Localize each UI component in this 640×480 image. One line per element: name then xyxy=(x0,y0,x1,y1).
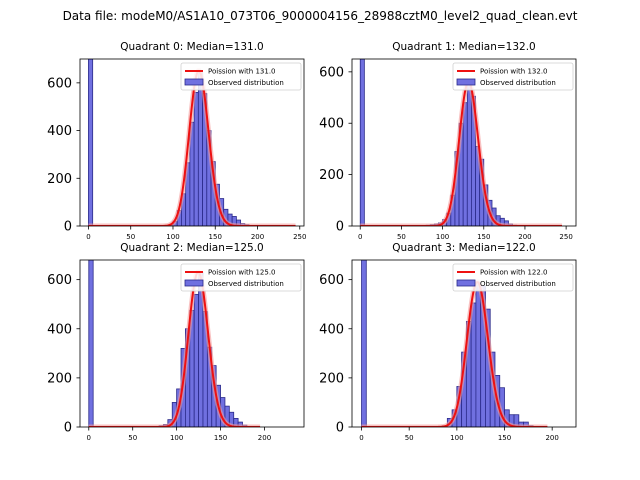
x-tick-label: 0 xyxy=(359,434,363,442)
x-tick-label: 50 xyxy=(128,434,137,442)
y-tick-label: 200 xyxy=(47,172,72,187)
histogram-bar xyxy=(475,281,482,427)
legend: Poission with 131.0 Observed distribution xyxy=(180,62,302,91)
x-tick-label: 0 xyxy=(87,434,91,442)
legend-bars-label: Observed distribution xyxy=(480,280,556,288)
panel-quadrant-0: 0 50 100 150 200 250 0 200 400 600 Quadrant 0: Med… xyxy=(47,41,306,241)
y-tick-label: 0 xyxy=(336,421,344,436)
x-tick-label: 150 xyxy=(209,233,222,241)
histogram-bar xyxy=(88,260,94,427)
legend-curve-label: Poission with 131.0 xyxy=(208,68,276,76)
legend-bars-swatch xyxy=(456,78,476,86)
y-tick-label: 400 xyxy=(47,124,72,139)
subplot-title: Quadrant 2: Median=125.0 xyxy=(120,242,263,254)
figure-title: Data file: modeM0/AS1A10_073T06_90000041… xyxy=(62,9,578,23)
y-tick-label: 600 xyxy=(47,273,72,288)
histogram-bar xyxy=(359,59,365,226)
panel-quadrant-2: 0 50 100 150 200 0 200 400 600 Quadrant 2: Median… xyxy=(47,242,305,442)
x-tick-label: 200 xyxy=(251,233,264,241)
legend-bars-label: Observed distribution xyxy=(480,79,556,87)
poisson-curve xyxy=(360,81,562,226)
plot-frame xyxy=(79,58,305,227)
y-tick-label: 400 xyxy=(47,322,72,337)
x-tick-label: 50 xyxy=(397,233,406,241)
legend: Poission with 132.0 Observed distribution xyxy=(452,62,574,91)
x-tick-label: 150 xyxy=(214,434,227,442)
x-tick-label: 150 xyxy=(498,434,511,442)
legend-bars-swatch xyxy=(456,279,476,287)
legend-curve-label: Poission with 122.0 xyxy=(480,269,548,277)
y-tick-label: 400 xyxy=(319,322,344,337)
legend-bars-swatch xyxy=(184,279,204,287)
panel-quadrant-1: 0 50 100 150 200 250 0 200 400 600 Quadrant 1: Med… xyxy=(319,41,577,241)
plot-area xyxy=(359,59,562,226)
panel-quadrant-3: 0 50 100 150 200 0 200 400 600 Quadrant 3: Median… xyxy=(319,242,577,442)
y-tick-label: 600 xyxy=(319,65,344,80)
histogram-bar xyxy=(462,102,468,226)
x-tick-label: 100 xyxy=(450,434,463,442)
histogram-bar xyxy=(513,414,520,427)
x-tick-label: 200 xyxy=(518,233,531,241)
x-tick-label: 250 xyxy=(559,233,572,241)
x-tick-label: 50 xyxy=(405,434,414,442)
legend-box xyxy=(452,62,574,91)
legend: Poission with 125.0 Observed distribution xyxy=(180,263,302,292)
x-tick-label: 250 xyxy=(293,233,306,241)
legend: Poission with 122.0 Observed distribution xyxy=(452,263,574,292)
legend-box xyxy=(180,62,302,91)
poisson-curve xyxy=(88,271,261,427)
legend-bars-label: Observed distribution xyxy=(208,280,284,288)
legend-box xyxy=(452,263,574,292)
y-tick-label: 0 xyxy=(336,220,344,235)
histogram-bar xyxy=(88,59,94,226)
x-tick-label: 100 xyxy=(170,434,183,442)
histogram-bar xyxy=(193,92,199,226)
x-tick-label: 150 xyxy=(477,233,490,241)
x-tick-label: 100 xyxy=(166,233,179,241)
histogram-bar xyxy=(193,293,199,427)
histogram-bar xyxy=(466,81,472,226)
x-tick-label: 200 xyxy=(258,434,271,442)
subplot-title: Quadrant 3: Median=122.0 xyxy=(392,242,535,254)
subplot-title: Quadrant 0: Median=131.0 xyxy=(120,41,263,53)
x-tick-label: 200 xyxy=(545,434,558,442)
x-tick-label: 0 xyxy=(86,233,90,241)
plot-frame xyxy=(351,58,577,227)
y-tick-label: 600 xyxy=(319,273,344,288)
x-tick-label: 100 xyxy=(436,233,449,241)
y-tick-label: 200 xyxy=(319,371,344,386)
plot-frame xyxy=(351,259,577,428)
y-tick-label: 200 xyxy=(319,168,344,183)
plot-area xyxy=(88,260,261,427)
legend-curve-label: Poission with 132.0 xyxy=(480,68,548,76)
y-tick-label: 200 xyxy=(47,371,72,386)
y-tick-label: 0 xyxy=(64,421,72,436)
y-tick-label: 0 xyxy=(64,220,72,235)
histogram-bar xyxy=(470,302,477,427)
x-tick-label: 0 xyxy=(358,233,362,241)
legend-box xyxy=(180,263,302,292)
x-tick-label: 50 xyxy=(126,233,135,241)
poisson-curve xyxy=(88,69,296,226)
histogram-bar xyxy=(361,260,367,427)
plot-frame xyxy=(79,259,305,428)
plot-area xyxy=(88,59,296,226)
y-tick-label: 600 xyxy=(47,76,72,91)
subplot-title: Quadrant 1: Median=132.0 xyxy=(392,41,535,53)
legend-bars-swatch xyxy=(184,78,204,86)
y-tick-label: 400 xyxy=(319,117,344,132)
legend-curve-label: Poission with 125.0 xyxy=(208,269,276,277)
legend-bars-label: Observed distribution xyxy=(208,79,284,87)
